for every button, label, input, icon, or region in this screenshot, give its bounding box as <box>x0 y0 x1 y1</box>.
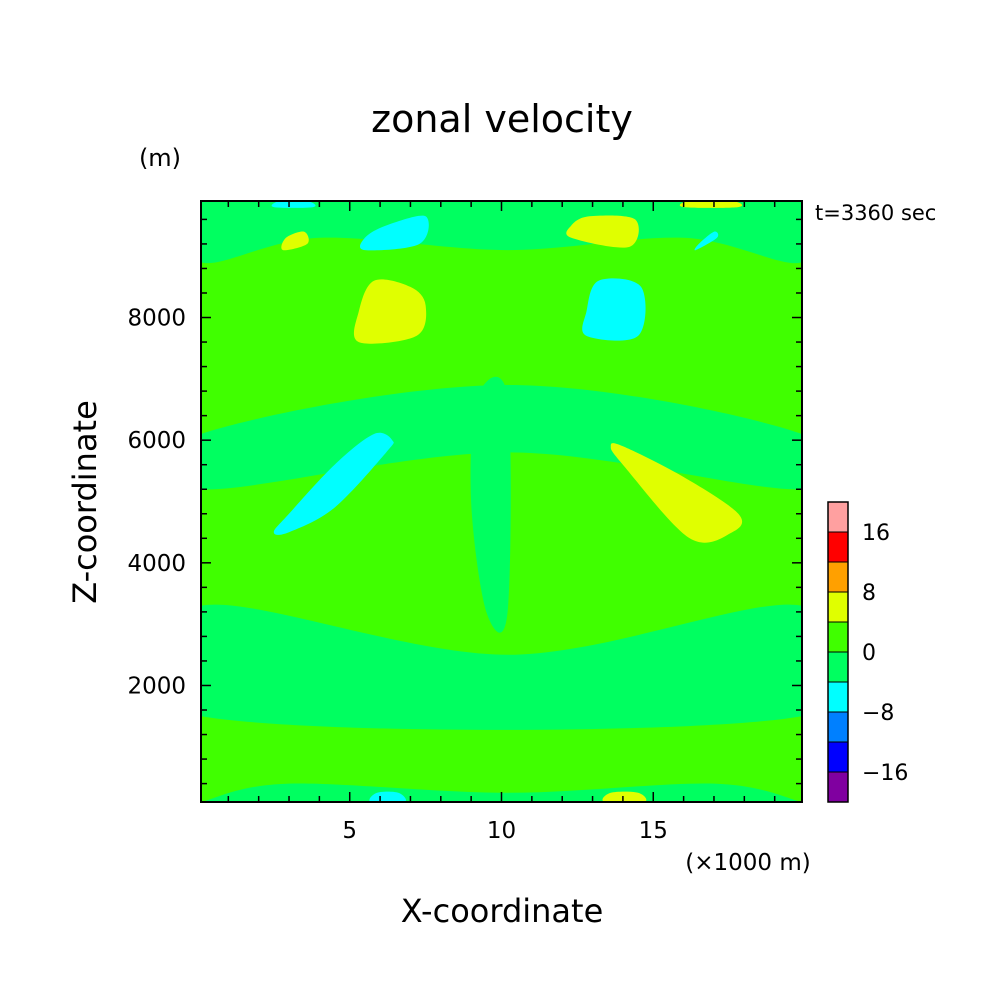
x-tick-label: 5 <box>342 818 357 844</box>
y-tick-label: 4000 <box>127 551 186 577</box>
colorbar-swatch <box>827 531 849 563</box>
colorbar-swatch <box>827 651 849 683</box>
colorbar-swatch <box>827 591 849 623</box>
colorbar-swatch <box>827 681 849 713</box>
contour-region <box>201 604 802 730</box>
contour-region <box>610 443 743 543</box>
colorbar-label: 0 <box>862 641 876 666</box>
contour-region <box>679 201 743 208</box>
y-tick-label: 2000 <box>127 673 186 699</box>
colorbar-label: −8 <box>862 701 894 726</box>
colorbar-label: 16 <box>862 521 890 546</box>
contour-region <box>359 215 429 251</box>
contour-fills <box>201 201 802 802</box>
colorbar-swatch <box>827 771 849 803</box>
y-tick-label: 8000 <box>127 306 186 332</box>
contour-region <box>353 279 427 344</box>
contour-region <box>582 278 646 341</box>
contour-regions <box>201 201 802 802</box>
y-unit-label: (m) <box>139 144 181 172</box>
x-tick-label: 10 <box>487 818 516 844</box>
chart-title: zonal velocity <box>371 97 633 141</box>
colorbar-swatch <box>827 741 849 773</box>
x-tick-label: 15 <box>639 818 668 844</box>
colorbar-swatch <box>827 561 849 593</box>
contour-region <box>602 791 647 802</box>
colorbar-frame <box>827 501 849 803</box>
contour-region <box>271 201 316 208</box>
contour-region <box>201 783 802 802</box>
y-axis-label: Z-coordinate <box>66 400 104 604</box>
contour-region <box>201 201 802 264</box>
contour-region <box>694 231 719 251</box>
colorbar-label: −16 <box>862 761 908 786</box>
colorbar-swatch <box>827 621 849 653</box>
y-tick-label: 6000 <box>127 428 186 454</box>
contour-region <box>566 215 639 248</box>
colorbar-swatch <box>827 711 849 743</box>
colorbar-label: 8 <box>862 581 876 606</box>
contour-region <box>369 791 406 802</box>
colorbar-swatch <box>827 501 849 533</box>
x-unit-label: (×1000 m) <box>685 850 810 876</box>
contour-region <box>273 432 394 535</box>
contour-region <box>470 376 511 633</box>
colorbar: −16 −8 0 8 16 <box>827 501 908 803</box>
x-axis-label: X-coordinate <box>401 892 604 930</box>
plot-axes: 5 10 15 2000 4000 6000 8000 <box>127 200 803 844</box>
contour-region <box>281 231 309 251</box>
time-label: t=3360 sec <box>815 201 936 225</box>
